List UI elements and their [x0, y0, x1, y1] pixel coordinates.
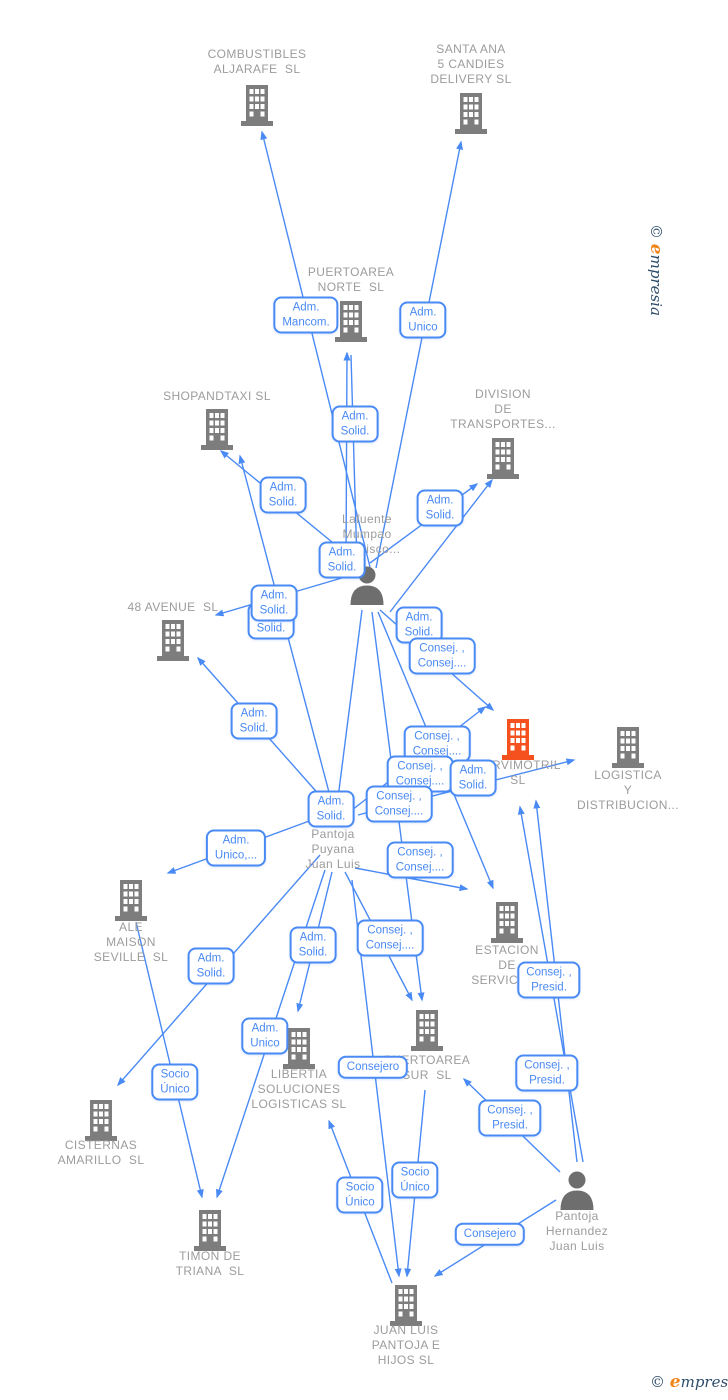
node-label: JUAN LUIS PANTOJA E HIJOS SL	[371, 1323, 441, 1367]
relationship-label: Adm. Unico,...	[205, 829, 267, 867]
copyright-symbol: ©	[647, 224, 665, 239]
empresia-watermark-vertical: © empresia	[646, 224, 666, 316]
relationship-edge	[375, 140, 463, 569]
relationship-label: Consej. , Consej....	[365, 785, 433, 823]
company-icon	[235, 84, 279, 128]
relationship-label: Consej. , Consej....	[408, 637, 476, 675]
company-icon	[195, 408, 239, 452]
empresia-logo-e: e	[646, 243, 666, 255]
relationship-label: Adm. Solid.	[259, 476, 307, 514]
relationship-edge	[343, 351, 351, 566]
company-icon	[109, 879, 153, 923]
company-icon	[79, 1099, 123, 1143]
relationship-label: Consejero	[337, 1055, 409, 1079]
node-label: DIVISION DE TRANSPORTES...	[450, 387, 556, 431]
relationship-label: Socio Único	[391, 1161, 439, 1199]
company-icon	[329, 300, 373, 344]
company-icon	[449, 92, 493, 136]
relationship-label: Consejero	[454, 1222, 526, 1246]
relationship-label: Adm. Solid.	[416, 489, 464, 527]
company-icon	[606, 726, 650, 770]
node-label: LOGISTICA Y DISTRIBUCION...	[576, 768, 679, 812]
company-icon	[277, 1027, 321, 1071]
relationship-label: Socio Único	[336, 1176, 384, 1214]
relationship-label: Consej. , Presid.	[517, 961, 581, 999]
relationship-edge	[337, 609, 363, 799]
person-icon	[555, 1169, 599, 1213]
company-icon	[384, 1284, 428, 1328]
relationship-label: Adm. Unico	[399, 301, 447, 339]
relationship-label: Adm. Solid.	[307, 790, 355, 828]
relationship-edge	[350, 354, 358, 566]
node-label: Pantoja Hernandez Juan Luis	[545, 1209, 609, 1253]
company-icon	[496, 718, 540, 762]
relationship-label: Adm. Solid.	[230, 702, 278, 740]
node-label: SERVIMOTRIL SL	[475, 758, 561, 787]
empresia-logo-text: mpresia	[647, 254, 665, 316]
node-label: PUERTOAREA NORTE SL	[307, 265, 395, 294]
node-label: SHOPANDTAXI SL	[163, 389, 271, 403]
relationship-label: Consej. , Consej....	[356, 919, 424, 957]
relationship-label: Adm. Solid.	[289, 926, 337, 964]
node-label: TIMON DE TRIANA SL	[175, 1249, 245, 1278]
relationship-label: Adm. Solid.	[331, 405, 379, 443]
relationship-label: Adm. Mancom.	[273, 296, 339, 334]
node-label: 48 AVENUE SL	[127, 600, 219, 614]
company-icon	[485, 901, 529, 945]
relationship-edge	[260, 130, 371, 568]
company-icon	[188, 1209, 232, 1253]
node-label: LIBERTIA SOLUCIONES LOGISTICAS SL	[251, 1067, 347, 1111]
company-icon	[405, 1009, 449, 1053]
relationship-label: Adm. Solid.	[449, 759, 497, 797]
relationship-label: Adm. Solid.	[187, 947, 235, 985]
relationship-edge	[354, 867, 469, 892]
relationship-label: Adm. Unico	[241, 1017, 289, 1055]
relationship-label: Socio Único	[151, 1063, 199, 1101]
node-label: ALE MAISON SEVILLE SL	[93, 920, 169, 964]
relationship-label: Consej. , Presid.	[478, 1099, 542, 1137]
relationship-edge	[389, 478, 493, 613]
relationship-label: Adm. Solid.	[318, 541, 366, 579]
node-label: SANTA ANA 5 CANDIES DELIVERY SL	[430, 42, 512, 86]
company-icon	[151, 619, 195, 663]
empresia-logo-e: e	[669, 1372, 681, 1392]
node-label: Pantoja Puyana Juan Luis	[305, 827, 361, 871]
relationship-label: Consej. , Consej....	[386, 841, 454, 879]
relationship-label: Consej. , Presid.	[515, 1054, 579, 1092]
relationship-label: Adm. Solid.	[250, 584, 298, 622]
empresia-watermark: © empresia	[650, 1372, 728, 1392]
company-icon	[481, 437, 525, 481]
relationship-edge	[135, 921, 204, 1199]
empresia-logo-text: mpresia	[680, 1373, 728, 1391]
node-label: COMBUSTIBLES ALJARAFE SL	[207, 47, 307, 76]
node-label: CISTERNAS AMARILLO SL	[57, 1138, 145, 1167]
copyright-symbol: ©	[650, 1373, 665, 1391]
